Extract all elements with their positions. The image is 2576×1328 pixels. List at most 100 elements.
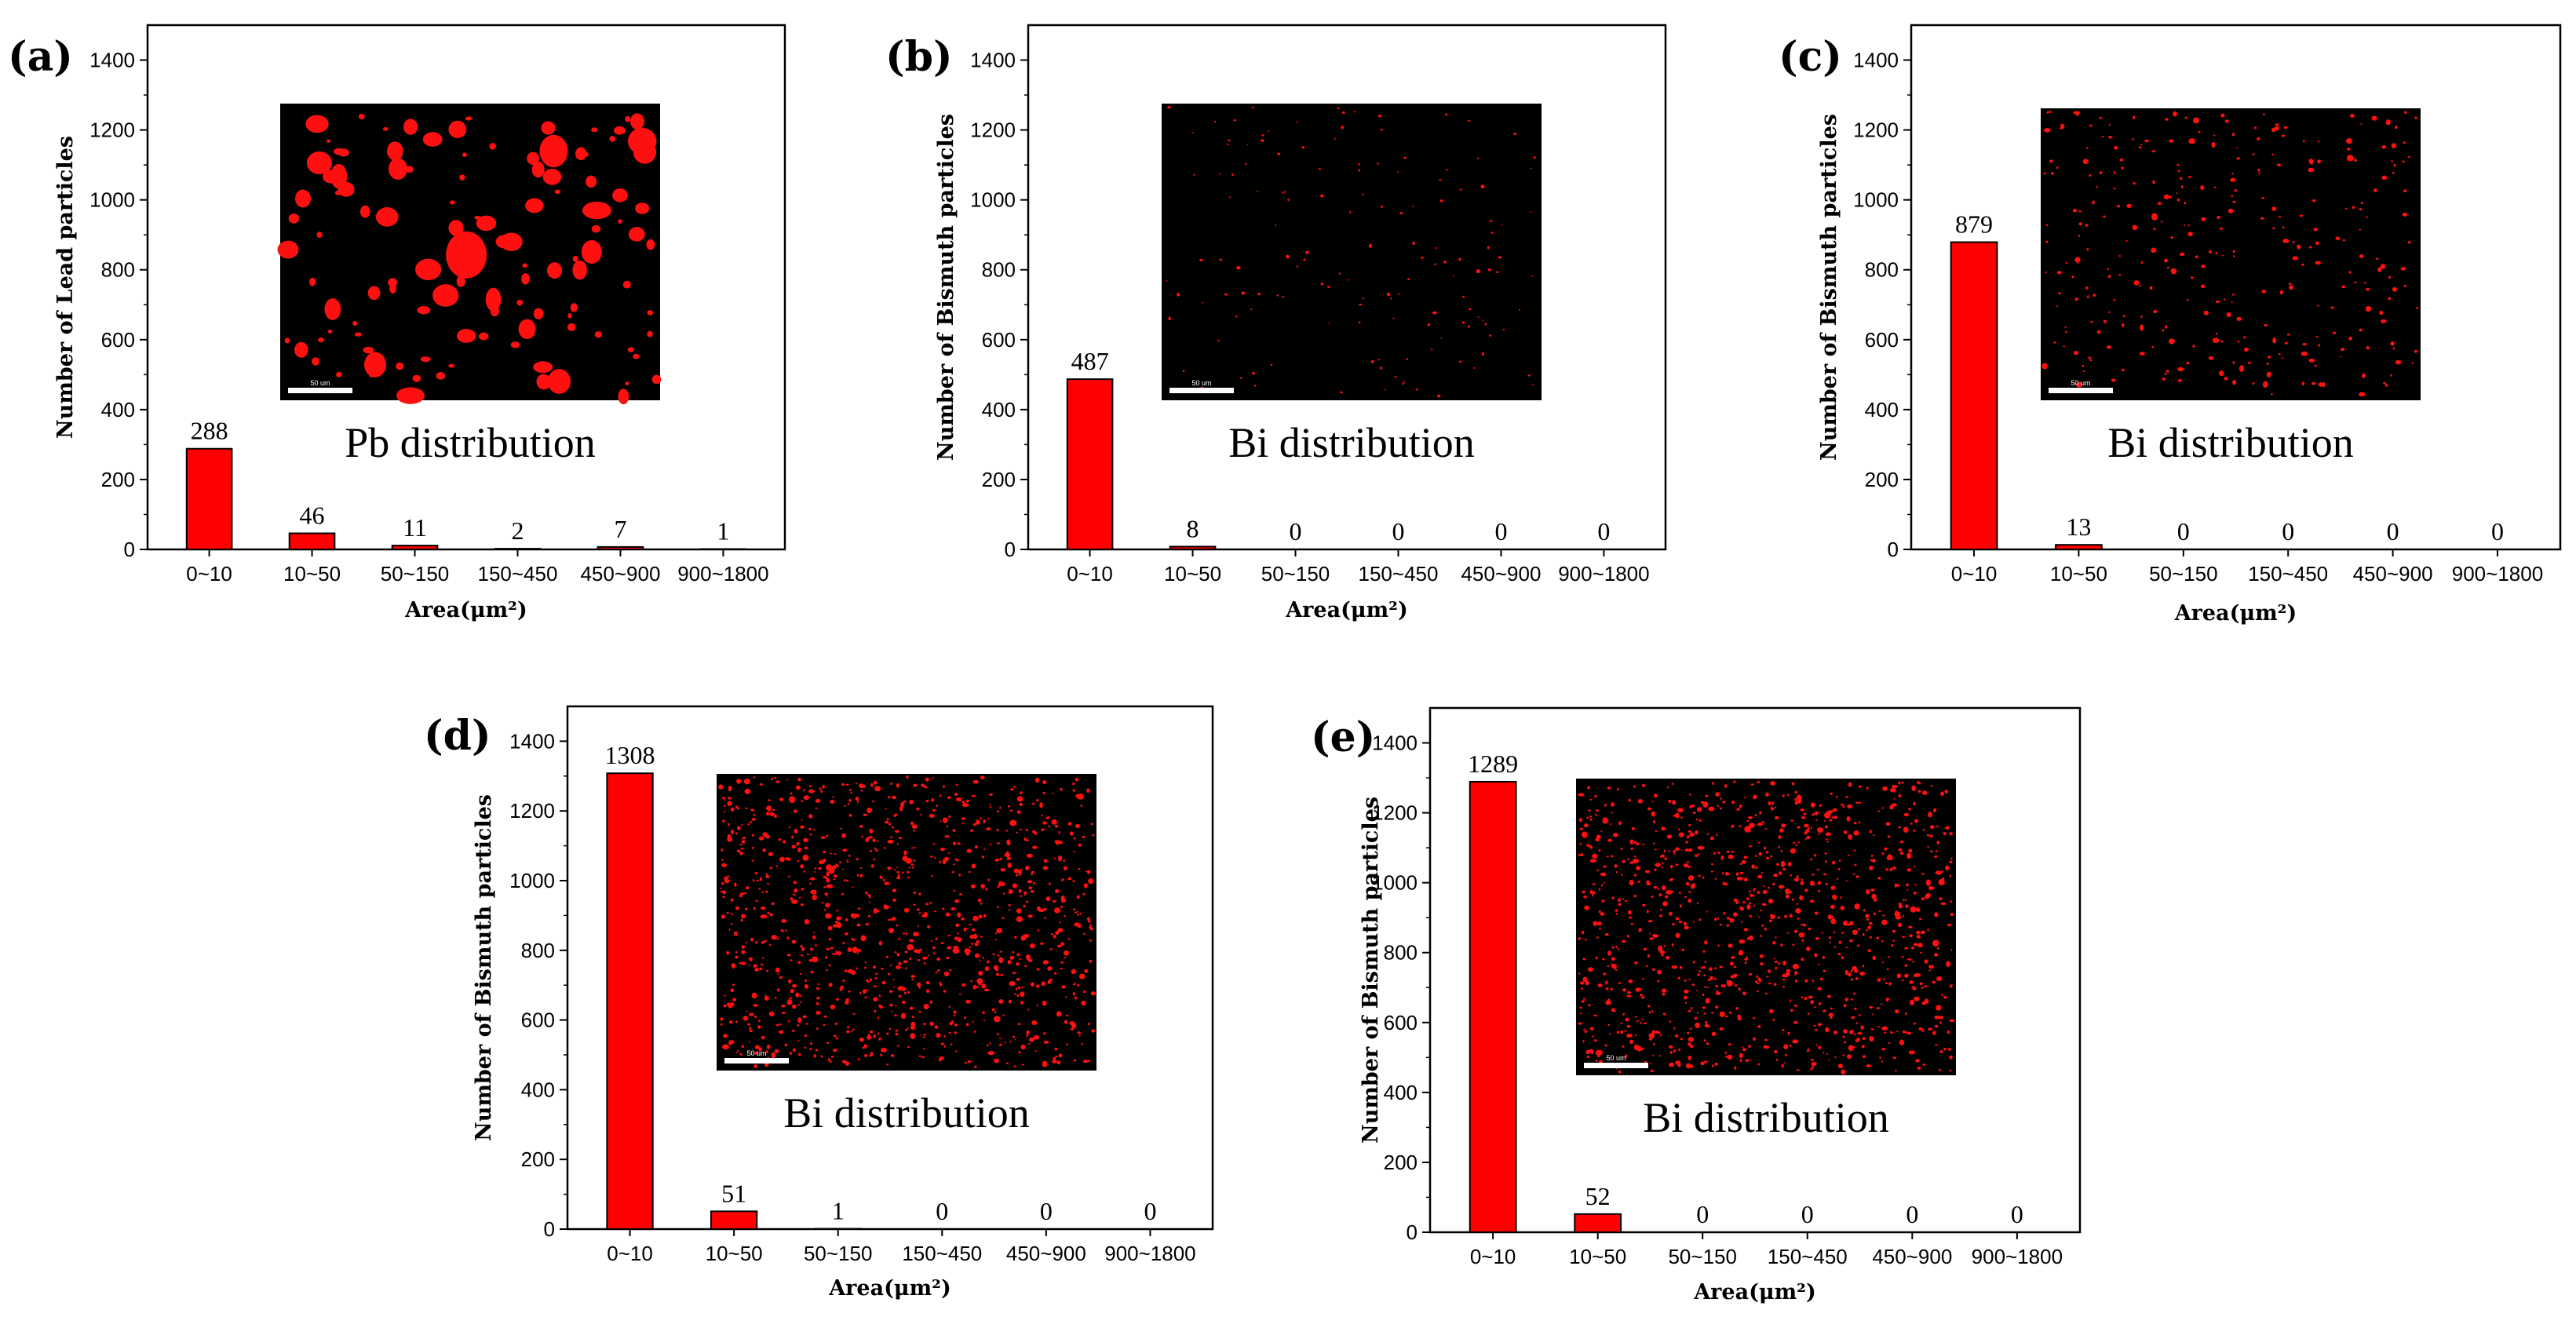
x-tick-label: 10~50 [2050,562,2107,586]
y-axis-title: Number of Bismuth particles [1359,797,1383,1144]
x-tick-label: 450~900 [1461,562,1541,586]
bar-value-label: 0 [1392,517,1404,545]
inset-micrograph: 50 um [2041,108,2421,400]
bar-value-label: 13 [2066,513,2091,541]
x-axis-title: Area(μm²) [404,598,527,622]
panel-label: (c) [1779,33,1842,81]
panel-label: (a) [8,33,73,81]
bar-value-label: 1308 [605,741,655,769]
bar-10~50 [2055,544,2103,551]
bar-value-label: 0 [2177,517,2190,545]
y-tick-label: 1400 [509,729,555,753]
bar-value-label: 1 [832,1197,845,1225]
y-tick-label: 1000 [509,869,555,892]
x-axis-title: Area(μm²) [1285,598,1408,622]
inset-caption: Bi distribution [1228,419,1475,466]
bar-450~900 [597,545,644,551]
x-tick-label: 150~450 [902,1242,982,1265]
y-axis-title: Number of Lead particles [53,136,78,439]
x-tick-label: 900~1800 [2452,562,2543,586]
panel-label: (e) [1311,713,1375,761]
scale-bar-label: 50 um [2071,379,2090,387]
y-tick-label: 0 [1407,1220,1418,1244]
y-tick-label: 1400 [1853,49,1899,72]
x-tick-label: 10~50 [706,1242,763,1265]
bar-value-label: 0 [1696,1200,1709,1228]
y-tick-label: 0 [544,1217,555,1241]
y-tick-label: 800 [1384,941,1418,965]
y-tick-label: 0 [1005,538,1016,561]
x-tick-label: 900~1800 [1972,1245,2063,1268]
x-tick-label: 900~1800 [677,562,768,586]
bar-value-label: 0 [1290,517,1302,545]
y-tick-label: 800 [521,939,555,962]
y-tick-label: 400 [1865,398,1899,421]
chart-panel-b: (b) 0 200 400 600 800 1000 1200 1400 487 0~10 8 10~5… [885,24,1667,622]
y-tick-label: 0 [1888,538,1899,561]
inset-micrograph: 50 um [717,774,1096,1071]
x-tick-label: 0~10 [186,562,232,586]
y-tick-label: 200 [521,1147,555,1171]
x-tick-label: 150~450 [1768,1245,1848,1268]
inset-caption: Bi distribution [2107,419,2354,466]
bar-value-label: 0 [936,1197,948,1225]
bar-value-label: 0 [2011,1200,2023,1228]
bar-10~50 [288,532,336,550]
scale-bar-label: 50 um [1606,1054,1626,1062]
x-axis-title: Area(μm²) [2174,601,2297,626]
bar-value-label: 0 [1597,517,1610,545]
bar-value-label: 0 [1494,517,1507,545]
y-tick-label: 400 [1384,1081,1418,1104]
bar-10~50 [1574,1213,1622,1233]
y-axis-title: Number of Bismuth particles [472,794,496,1141]
y-tick-label: 1200 [509,799,555,823]
bar-value-label: 0 [1906,1200,1918,1228]
y-tick-label: 600 [982,328,1016,352]
inset-caption: Pb distribution [345,419,596,466]
x-tick-label: 450~900 [1872,1245,1952,1268]
y-tick-label: 1400 [1372,731,1418,755]
x-tick-label: 50~150 [2149,562,2217,586]
x-tick-label: 0~10 [1067,562,1113,586]
y-tick-label: 800 [982,258,1016,282]
y-tick-label: 600 [101,328,135,352]
x-tick-label: 900~1800 [1558,562,1649,586]
bar-value-label: 8 [1187,514,1199,542]
x-axis-title: Area(μm²) [828,1276,951,1301]
y-tick-label: 1400 [89,49,135,72]
y-tick-label: 1200 [1372,801,1418,825]
y-tick-label: 1000 [970,188,1016,212]
bar-value-label: 7 [614,515,626,543]
y-tick-label: 1000 [1853,188,1899,212]
bar-value-label: 0 [1040,1197,1053,1225]
chart-panel-e: (e) 0 200 400 600 800 1000 1200 1400 1289 0~10 52 10… [1311,706,2082,1304]
bar-0~10 [1950,241,1998,550]
y-tick-label: 800 [1865,258,1899,282]
x-tick-label: 450~900 [2353,562,2433,586]
bar-value-label: 46 [300,502,325,530]
x-tick-label: 450~900 [580,562,660,586]
y-tick-label: 400 [521,1078,555,1101]
x-tick-label: 0~10 [1470,1245,1516,1268]
scale-bar [724,1058,789,1063]
bar-0~10 [1469,780,1517,1233]
chart-panel-c: (c) 0 200 400 600 800 1000 1200 1400 879 0~10 13 10~… [1779,24,2562,626]
x-tick-label: 50~150 [804,1242,872,1265]
bar-10~50 [1169,545,1217,550]
bar-value-label: 487 [1071,347,1109,375]
plot-frame [1428,706,2082,1234]
x-tick-label: 900~1800 [1104,1242,1195,1265]
bar-0~10 [606,772,654,1230]
bar-value-label: 879 [1955,210,1993,239]
bar-10~50 [710,1210,758,1230]
bar-0~10 [1066,378,1114,551]
bar-value-label: 11 [403,513,427,542]
y-tick-label: 400 [101,398,135,421]
y-tick-label: 600 [1865,328,1899,352]
y-axis-title: Number of Bismuth particles [934,114,958,461]
x-tick-label: 10~50 [1164,562,1221,586]
y-tick-label: 600 [521,1009,555,1032]
y-tick-label: 1400 [970,49,1016,72]
y-tick-label: 1200 [970,119,1016,142]
